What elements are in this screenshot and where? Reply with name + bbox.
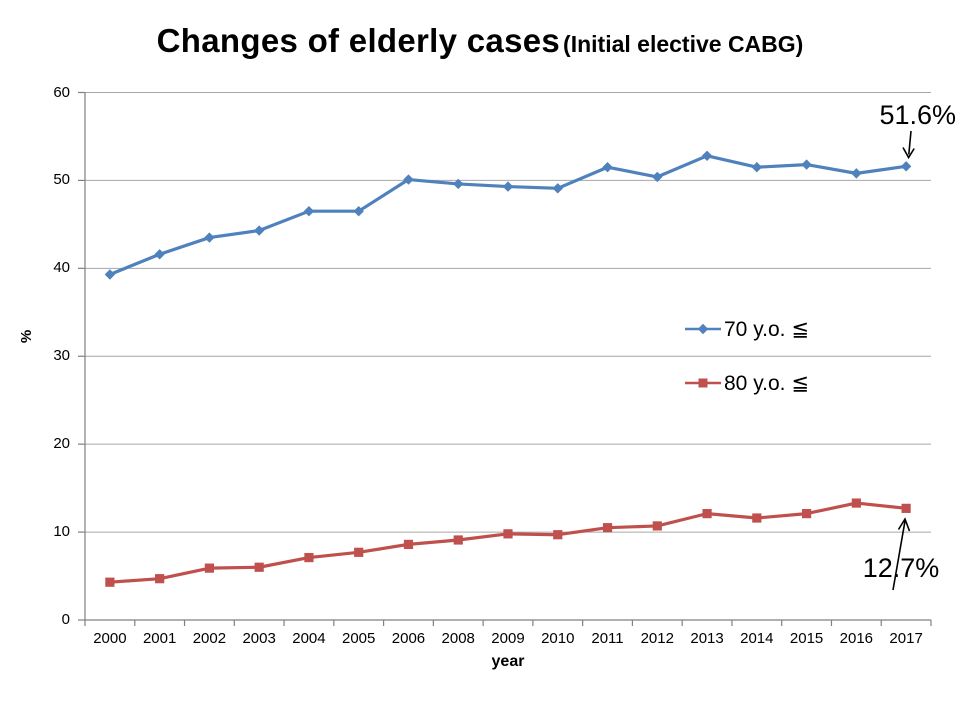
data-point-diamond	[453, 178, 464, 190]
data-point-diamond	[801, 159, 812, 170]
data-point-square	[503, 529, 513, 539]
data-point-square	[901, 503, 911, 513]
chart-title-main: Changes of elderly cases	[156, 22, 561, 59]
data-point-square	[304, 552, 314, 563]
y-tick-label-60: 60	[53, 83, 70, 101]
data-point-diamond	[851, 168, 862, 179]
data-point-square	[702, 509, 712, 519]
data-point-diamond	[602, 162, 613, 173]
data-point-diamond	[701, 150, 713, 161]
data-point-diamond	[900, 161, 912, 172]
data-point-square	[105, 577, 115, 587]
data-point-square	[752, 513, 762, 523]
x-tick-label-2017: 2017	[889, 630, 923, 647]
y-tick-label-0: 0	[61, 611, 70, 628]
up-arrow-icon	[892, 517, 911, 591]
data-point-diamond	[502, 181, 514, 192]
data-point-square	[553, 530, 563, 540]
x-tick-label-2010: 2010	[541, 630, 575, 647]
x-tick-label-2013: 2013	[690, 630, 724, 647]
y-tick-label-30: 30	[53, 347, 70, 365]
data-point-square	[652, 521, 662, 531]
legend-line-square-icon	[685, 378, 721, 388]
x-tick-label-2005: 2005	[342, 630, 376, 647]
data-point-diamond	[353, 205, 364, 217]
legend-line-diamond-icon	[685, 323, 721, 335]
x-tick-label-2012: 2012	[640, 630, 674, 647]
x-tick-label-2008: 2008	[441, 630, 475, 647]
x-tick-label-2000: 2000	[93, 630, 127, 647]
y-axis-title: %	[18, 329, 36, 344]
legend-label-70yo: 70 y.o. ≦	[724, 317, 809, 341]
x-tick-label-2015: 2015	[789, 630, 824, 647]
legend: 70 y.o. ≦ 80 y.o. ≦	[684, 315, 809, 397]
series-line-1	[108, 501, 908, 584]
x-tick-label-2014: 2014	[740, 630, 774, 647]
x-tick-label-2009: 2009	[491, 630, 525, 647]
data-point-square	[851, 498, 861, 508]
data-point-diamond	[154, 249, 165, 260]
data-point-square	[602, 523, 613, 533]
y-tick-label-40: 40	[53, 259, 70, 277]
data-point-diamond	[253, 225, 265, 236]
data-point-diamond	[403, 174, 414, 185]
x-tick-label-2006: 2006	[391, 630, 426, 647]
down-arrow-icon	[902, 130, 915, 160]
data-point-square	[204, 563, 215, 573]
x-tick-label-2004: 2004	[292, 630, 326, 647]
legend-label-80yo: 80 y.o. ≦	[724, 371, 809, 395]
y-tick-label-20: 20	[53, 435, 70, 453]
x-tick-label-2016: 2016	[839, 630, 874, 647]
y-tick-label-10: 10	[53, 523, 70, 541]
x-tick-label-2001: 2001	[142, 630, 177, 647]
x-tick-label-2002: 2002	[192, 630, 227, 647]
data-point-diamond	[552, 183, 563, 194]
annotation-12-7-percent: 12.7%	[862, 553, 940, 583]
series-line-0	[108, 154, 908, 277]
data-point-diamond	[751, 162, 763, 173]
chart-title: Changes of elderly cases (Initial electiv…	[0, 22, 960, 60]
data-point-square	[155, 574, 165, 584]
x-tick-label-2011: 2011	[591, 630, 624, 647]
x-tick-label-2003: 2003	[242, 630, 276, 647]
legend-item-70yo: 70 y.o. ≦	[684, 315, 809, 343]
data-point-diamond	[652, 171, 663, 183]
annotation-51-6-percent: 51.6%	[879, 100, 956, 130]
data-point-square	[354, 547, 364, 557]
y-tick-label-50: 50	[53, 171, 70, 189]
data-point-square	[403, 539, 414, 549]
x-axis-title: year	[491, 653, 525, 670]
data-point-square	[801, 509, 812, 519]
data-point-diamond	[303, 205, 315, 217]
data-point-square	[254, 562, 264, 572]
data-point-diamond	[104, 269, 116, 280]
chart-title-sub: (Initial elective CABG)	[563, 31, 804, 57]
legend-item-80yo: 80 y.o. ≦	[684, 369, 809, 397]
data-point-square	[453, 535, 463, 545]
data-point-diamond	[204, 232, 215, 243]
